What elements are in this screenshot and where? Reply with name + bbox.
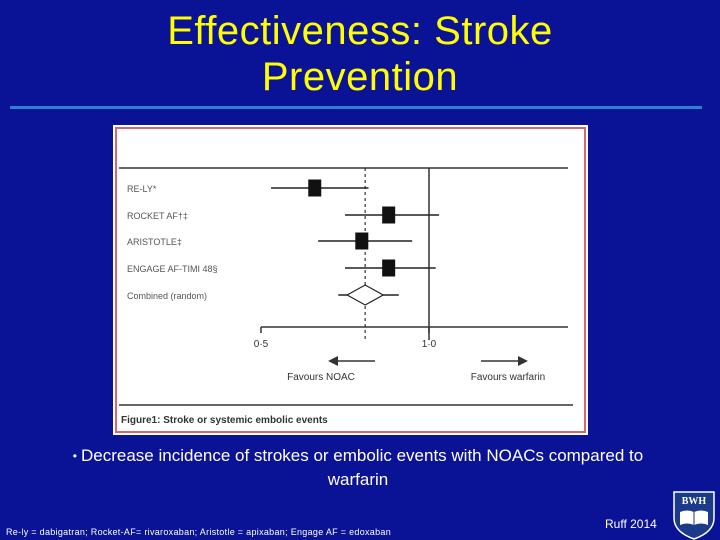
- row-label: Combined (random): [127, 291, 207, 301]
- title-line-1: Effectiveness: Stroke: [167, 9, 553, 53]
- logo-text: BWH: [682, 496, 707, 507]
- row-label: ENGAGE AF-TIMI 48§: [127, 264, 218, 274]
- bwh-logo: BWH: [673, 491, 715, 540]
- estimate-marker: [308, 179, 322, 197]
- forest-plot: RE-LY* ROCKET AF†‡ ARISTOTLE‡ ENGAGE AF-TIM…: [115, 127, 586, 433]
- citation: Ruff 2014: [605, 517, 657, 531]
- row-label: ARISTOTLE‡: [127, 237, 182, 247]
- bullet-point: • Decrease incidence of strokes or emboli…: [58, 444, 658, 491]
- favours-warfarin-label: Favours warfarin: [471, 372, 545, 383]
- pooled-diamond: [345, 284, 385, 306]
- forest-rows: RE-LY* ROCKET AF†‡ ARISTOTLE‡ ENGAGE AF-TIM…: [127, 179, 440, 306]
- estimate-marker: [382, 206, 396, 224]
- right-arrow: [481, 356, 528, 366]
- title-underline: [10, 106, 702, 109]
- slide-title: Effectiveness: Stroke Prevention: [0, 8, 720, 100]
- row-label: RE-LY*: [127, 184, 157, 194]
- x-ticks: 0·5 1·0: [254, 327, 437, 350]
- bullet-text: Decrease incidence of strokes or embolic…: [81, 446, 644, 490]
- title-line-2: Prevention: [261, 55, 459, 99]
- estimate-marker: [355, 232, 369, 250]
- forest-plot-figure: RE-LY* ROCKET AF†‡ ARISTOTLE‡ ENGAGE AF-TIM…: [113, 125, 588, 435]
- x-tick-label: 0·5: [254, 339, 269, 350]
- bullet-dot: •: [72, 449, 77, 464]
- figure-caption: Figure1: Stroke or systemic embolic even…: [121, 415, 328, 426]
- estimate-marker: [382, 259, 396, 277]
- row-label: ROCKET AF†‡: [127, 211, 188, 221]
- left-arrow: [328, 356, 375, 366]
- x-tick-label: 1·0: [422, 339, 437, 350]
- footnote: Re-ly = dabigatran; Rocket-AF= rivaroxab…: [6, 527, 392, 537]
- favours-noac-label: Favours NOAC: [287, 372, 355, 383]
- figure-border: [115, 127, 586, 433]
